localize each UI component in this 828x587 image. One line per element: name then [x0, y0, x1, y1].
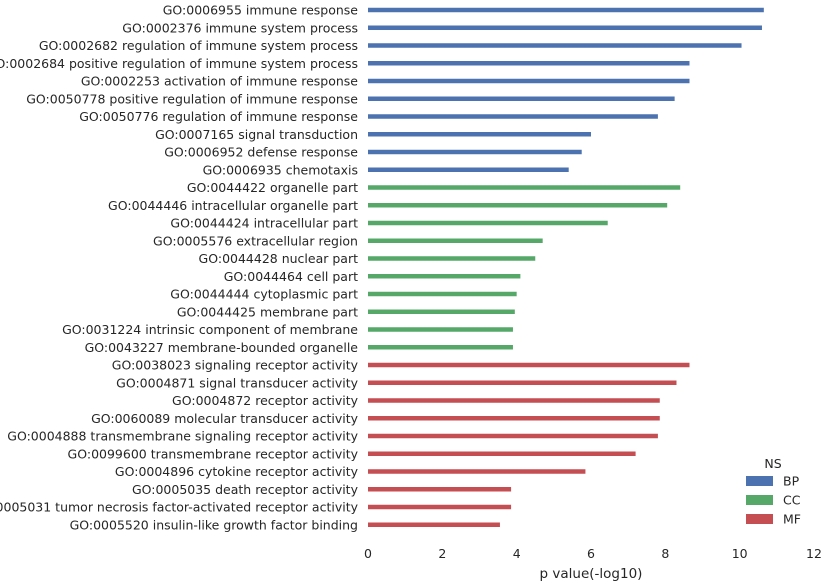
category-label-go-0044464-cell-part: GO:0044464 cell part: [224, 269, 358, 284]
bar-cc-go-0044425-membrane-part: [368, 309, 515, 314]
bar-cc-go-0005576-extracellular-region: [368, 238, 543, 243]
legend-label-bp: BP: [783, 474, 800, 489]
bar-mf-go-0060089-molecular-transducer-activity: [368, 416, 660, 421]
bar-cc-go-0044444-cytoplasmic-part: [368, 291, 517, 297]
x-tick-label-8: 8: [661, 546, 669, 561]
bar-cc-go-0044464-cell-part: [368, 274, 521, 279]
category-label-go-0005031-tumor-necrosis-factor-activated-receptor-activity: GO:0005031 tumor necrosis factor-activat…: [0, 500, 359, 515]
category-label-go-0006952-defense-response: GO:0006952 defense response: [164, 145, 358, 160]
x-axis-title: p value(-log10): [540, 566, 643, 582]
bar-bp-go-0006935-chemotaxis: [368, 167, 569, 172]
category-label-go-0044422-organelle-part: GO:0044422 organelle part: [187, 180, 358, 195]
bar-bp-go-0050776-regulation-of-immune-response: [368, 114, 658, 119]
bar-bp-go-0002684-positive-regulation-of-immune-system-process: [368, 61, 690, 66]
legend: NS BP CC MF: [746, 456, 801, 527]
category-label-go-0007165-signal-transduction: GO:0007165 signal transduction: [155, 127, 358, 142]
legend-title: NS: [764, 456, 781, 471]
bar-bp-go-0007165-signal-transduction: [368, 132, 591, 137]
bar-bp-go-0002253-activation-of-immune-response: [368, 78, 690, 84]
category-label-go-0005035-death-receptor-activity: GO:0005035 death receptor activity: [132, 482, 359, 497]
category-label-go-0004896-cytokine-receptor-activity: GO:0004896 cytokine receptor activity: [115, 464, 359, 479]
category-label-go-0002253-activation-of-immune-response: GO:0002253 activation of immune response: [81, 74, 358, 89]
x-axis-ticks: 0 2 4 6 8 10 12: [364, 546, 822, 561]
bar-bp-go-0002376-immune-system-process: [368, 25, 762, 30]
bar-cc-go-0044424-intracellular-part: [368, 220, 608, 226]
category-label-go-0005576-extracellular-region: GO:0005576 extracellular region: [153, 233, 358, 248]
bar-mf-go-0005035-death-receptor-activity: [368, 487, 512, 492]
legend-entries: BP CC MF: [746, 474, 801, 527]
x-tick-label-6: 6: [587, 546, 595, 561]
bar-mf-go-0004888-transmembrane-signaling-receptor-activity: [368, 433, 658, 439]
x-tick-label-10: 10: [732, 546, 748, 561]
category-label-go-0043227-membrane-bounded-organelle: GO:0043227 membrane-bounded organelle: [85, 340, 359, 355]
category-label-go-0044428-nuclear-part: GO:0044428 nuclear part: [199, 251, 359, 266]
bar-bp-go-0002682-regulation-of-immune-system-process: [368, 43, 742, 48]
bar-mf-go-0004872-receptor-activity: [368, 398, 660, 403]
category-label-go-0002684-positive-regulation-of-immune-system-process: GO:0002684 positive regulation of immune…: [0, 56, 358, 71]
category-label-go-0099600-transmembrane-receptor-activity: GO:0099600 transmembrane receptor activi…: [68, 446, 359, 461]
category-label-go-0044446-intracellular-organelle-part: GO:0044446 intracellular organelle part: [108, 198, 358, 213]
legend-label-cc: CC: [783, 493, 801, 508]
bar-bp-go-0050778-positive-regulation-of-immune-response: [368, 96, 675, 101]
category-label-go-0044425-membrane-part: GO:0044425 membrane part: [177, 304, 358, 319]
bar-bp-go-0006952-defense-response: [368, 149, 582, 155]
category-labels: GO:0006955 immune response GO:0002376 imm…: [0, 3, 359, 533]
category-label-go-0006955-immune-response: GO:0006955 immune response: [163, 3, 359, 18]
category-label-go-0006935-chemotaxis: GO:0006935 chemotaxis: [203, 162, 358, 177]
bar-cc-go-0043227-membrane-bounded-organelle: [368, 345, 513, 350]
bar-mf-go-0004871-signal-transducer-activity: [368, 380, 677, 385]
bar-mf-go-0099600-transmembrane-receptor-activity: [368, 451, 636, 456]
legend-label-mf: MF: [783, 512, 801, 527]
category-label-go-0031224-intrinsic-component-of-membrane: GO:0031224 intrinsic component of membra…: [62, 322, 358, 337]
legend-swatch-bp: [746, 476, 773, 486]
x-tick-label-0: 0: [364, 546, 372, 561]
category-label-go-0004872-receptor-activity: GO:0004872 receptor activity: [172, 393, 359, 408]
bar-cc-go-0044428-nuclear-part: [368, 256, 536, 261]
bar-mf-go-0004896-cytokine-receptor-activity: [368, 469, 586, 474]
x-tick-label-4: 4: [513, 546, 521, 561]
bar-cc-go-0044446-intracellular-organelle-part: [368, 203, 668, 208]
category-label-go-0060089-molecular-transducer-activity: GO:0060089 molecular transducer activity: [91, 411, 359, 426]
category-label-go-0044424-intracellular-part: GO:0044424 intracellular part: [170, 216, 358, 231]
bar-mf-go-0005031-tumor-necrosis-factor-activated-receptor-activity: [368, 504, 512, 510]
category-label-go-0002376-immune-system-process: GO:0002376 immune system process: [122, 20, 358, 35]
category-label-go-0004871-signal-transducer-activity: GO:0004871 signal transducer activity: [116, 375, 358, 390]
bar-mf-go-0005520-insulin-like-growth-factor-binding: [368, 522, 500, 527]
category-label-go-0038023-signaling-receptor-activity: GO:0038023 signaling receptor activity: [112, 358, 359, 373]
category-label-go-0005520-insulin-like-growth-factor-binding: GO:0005520 insulin-like growth factor bi…: [70, 517, 358, 532]
category-label-go-0004888-transmembrane-signaling-receptor-activity: GO:0004888 transmembrane signaling recep…: [7, 429, 358, 444]
bars-layer: [368, 7, 764, 527]
category-label-go-0044444-cytoplasmic-part: GO:0044444 cytoplasmic part: [170, 287, 358, 302]
legend-swatch-cc: [746, 495, 773, 505]
bar-bp-go-0006955-immune-response: [368, 7, 764, 13]
bar-mf-go-0038023-signaling-receptor-activity: [368, 362, 690, 368]
bar-cc-go-0031224-intrinsic-component-of-membrane: [368, 327, 513, 332]
category-label-go-0050778-positive-regulation-of-immune-response: GO:0050778 positive regulation of immune…: [26, 91, 358, 106]
legend-swatch-mf: [746, 514, 773, 524]
category-label-go-0050776-regulation-of-immune-response: GO:0050776 regulation of immune response: [79, 109, 358, 124]
category-label-go-0002682-regulation-of-immune-system-process: GO:0002682 regulation of immune system p…: [39, 38, 358, 53]
bar-cc-go-0044422-organelle-part: [368, 185, 681, 190]
x-tick-label-12: 12: [806, 546, 822, 561]
x-tick-label-2: 2: [438, 546, 446, 561]
